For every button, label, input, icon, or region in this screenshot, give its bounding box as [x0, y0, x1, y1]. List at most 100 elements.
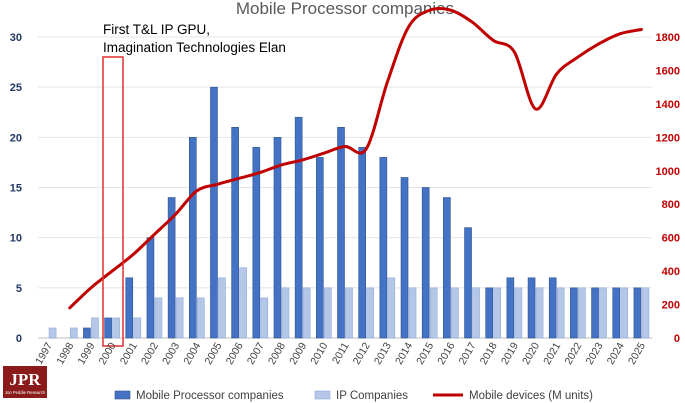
bar-processor [273, 137, 282, 339]
right-tick-label: 1200 [656, 132, 680, 144]
left-axis: 0 5 10 15 20 25 30 [10, 32, 22, 345]
line-series [68, 6, 643, 310]
right-tick-label: 1600 [656, 65, 680, 77]
bar-ip [260, 297, 269, 339]
highlight-box [102, 56, 124, 347]
bar-processor [506, 277, 515, 339]
bar-ip [133, 317, 142, 339]
right-tick-label: 600 [662, 233, 680, 245]
right-tick-label: 400 [662, 266, 680, 278]
bar-ip [324, 287, 332, 339]
bar-ip [535, 287, 544, 339]
x-tick-label: 2013 [372, 340, 394, 366]
right-axis: 0 200 400 600 800 1000 1200 1400 1600 1800 [656, 32, 680, 345]
jpr-logo: JPR Jon Peddie Research [3, 366, 47, 398]
legend-label-processor: Mobile Processor companies [136, 390, 284, 402]
x-tick-label: 2007 [245, 340, 267, 366]
x-tick-label: 1997 [33, 340, 55, 366]
left-tick-label: 0 [16, 333, 22, 345]
annotation-line-2: Imagination Technologies Elan [103, 40, 286, 55]
bar-ip [451, 287, 459, 339]
bar-ip [48, 327, 57, 339]
bar-processor [591, 287, 599, 339]
bar-ip [556, 287, 565, 339]
bar-ip [112, 317, 120, 339]
right-tick-label: 1000 [656, 166, 680, 178]
x-axis: 1997 1998 1999 2000 2001 2002 2003 2004 2005 2006… [33, 340, 648, 366]
bar-processor [464, 227, 472, 339]
x-tick-label: 2015 [414, 340, 436, 366]
bar-ip [472, 287, 480, 339]
right-tick-label: 800 [662, 199, 680, 211]
x-tick-label: 2017 [457, 340, 479, 366]
bar-processor [527, 277, 536, 339]
x-tick-label: 2000 [97, 340, 119, 366]
left-tick-label: 10 [10, 233, 22, 245]
x-tick-label: 2009 [287, 340, 309, 366]
x-tick-label: 2020 [520, 340, 542, 366]
bar-processor [252, 147, 261, 339]
bar-processor [400, 177, 409, 339]
bar-processor [633, 287, 642, 339]
x-tick-label: 2006 [224, 340, 246, 366]
bar-processor [548, 277, 557, 339]
bar-ip [196, 297, 205, 339]
bar-ip [154, 297, 163, 339]
bar-processor [421, 187, 430, 339]
bar-processor [167, 197, 176, 339]
bar-processor [146, 237, 155, 339]
logo-text: JPR [9, 370, 41, 389]
chart-title: Mobile Processor companies [236, 0, 454, 18]
bar-processor [570, 287, 578, 339]
bar-processor [485, 287, 494, 339]
logo-subtext: Jon Peddie Research [5, 390, 46, 395]
bar-processor [125, 277, 134, 339]
x-tick-label: 1999 [75, 340, 97, 366]
line-mobile-devices [68, 6, 643, 310]
bar-ip [429, 287, 438, 339]
x-tick-label: 2005 [202, 340, 224, 366]
x-tick-label: 2002 [139, 340, 161, 366]
bar-processor [294, 116, 303, 339]
bar-processor [379, 157, 388, 339]
x-tick-label: 2001 [118, 340, 140, 366]
bar-ip [366, 287, 374, 339]
bar-ip [218, 277, 226, 339]
right-tick-label: 1400 [656, 99, 680, 111]
bar-ip [408, 287, 417, 339]
bar-ip [175, 297, 184, 339]
bar-ip [281, 287, 290, 339]
bar-ip [514, 287, 523, 339]
x-tick-label: 2016 [435, 340, 457, 366]
legend-label-devices: Mobile devices (M units) [469, 390, 593, 402]
bar-ip [302, 287, 311, 339]
bar-ip [493, 287, 502, 339]
left-tick-label: 30 [10, 32, 22, 44]
bars [48, 86, 650, 339]
right-tick-label: 1800 [656, 32, 680, 44]
legend-swatch-processor [114, 390, 131, 400]
left-tick-label: 20 [10, 132, 22, 144]
legend-swatch-ip [314, 390, 331, 400]
bar-ip [69, 327, 78, 339]
x-tick-label: 2003 [160, 340, 182, 366]
bar-ip [641, 287, 650, 339]
bar-processor [104, 317, 112, 339]
bar-ip [91, 317, 99, 339]
bar-ip [345, 287, 353, 339]
x-tick-label: 2018 [478, 340, 500, 366]
bar-ip [239, 267, 247, 339]
x-tick-label: 2010 [308, 340, 330, 366]
bar-ip [387, 277, 396, 339]
bar-processor [612, 287, 621, 339]
bar-ip [578, 287, 586, 339]
x-tick-label: 2021 [541, 340, 563, 366]
bar-processor [188, 137, 197, 339]
x-tick-label: 2023 [584, 340, 606, 366]
bar-processor [443, 197, 451, 339]
legend: Mobile Processor companies IP Companies … [114, 390, 593, 402]
x-tick-label: 2008 [266, 340, 288, 366]
x-tick-label: 2011 [330, 340, 352, 366]
bar-processor [337, 127, 345, 339]
